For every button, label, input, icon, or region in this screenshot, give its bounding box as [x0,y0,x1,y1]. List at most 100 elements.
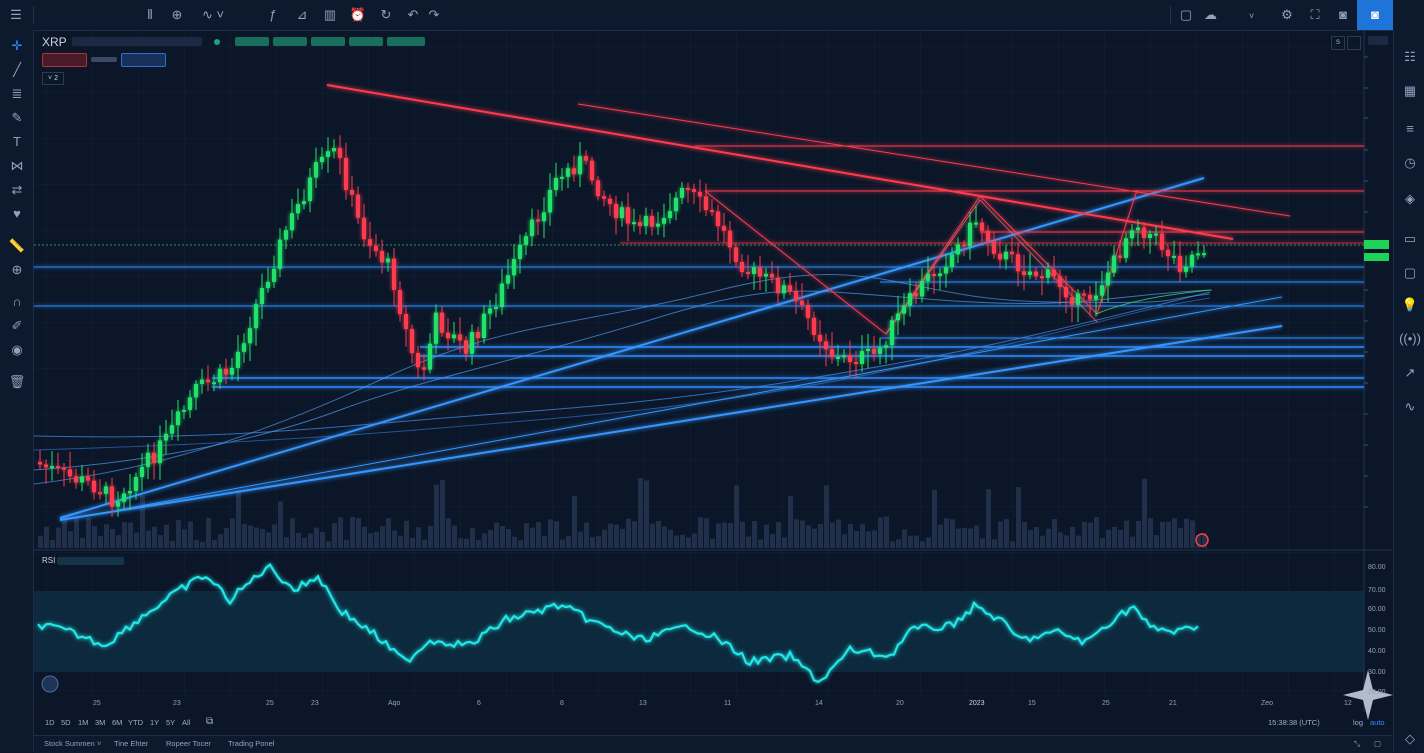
right-panel-toolbar [1393,30,1424,752]
candle-body [962,244,966,247]
tab-time-ether[interactable]: Tine Ehter [114,739,149,748]
zoom-icon[interactable]: ⊕ [11,262,23,277]
range-6m[interactable]: 6M [112,718,123,727]
trash-icon[interactable]: 🗑 [8,374,26,389]
menu-icon[interactable]: ☰ [10,7,22,22]
settings-icon[interactable]: ⚙ [1281,7,1293,22]
range-5y[interactable]: 5Y [166,718,176,727]
replay-icon[interactable]: ↻ [380,7,392,22]
legend-toggle[interactable]: ˅ 2 [42,72,64,85]
range-1m[interactable]: 1M [78,718,89,727]
trendline-icon[interactable]: ╱ [13,62,21,77]
bars-icon[interactable]: ⊿ [296,7,308,22]
volume-bar [830,522,835,548]
scale-mode-button[interactable]: S [1331,36,1345,50]
ohlc-value [273,37,307,46]
redo-icon[interactable]: ↷ [428,7,440,22]
chat-icon[interactable]: ▭ [1403,231,1417,246]
clock-readout[interactable]: 15:38:38 (UTC) [1268,718,1320,727]
heart-icon[interactable]: ♥ [13,206,21,221]
message-icon[interactable]: ▢ [1403,265,1417,280]
indicator-icon[interactable]: ƒ [269,7,277,22]
bulb-icon[interactable]: 💡 [1401,297,1419,312]
candle-body [302,201,306,205]
text-icon[interactable]: T [13,134,21,149]
snapshot-icon[interactable]: ◙ [1357,0,1393,30]
date-range-icon[interactable]: ⧉ [206,716,214,727]
range-ytd[interactable]: YTD [128,718,143,727]
calendar-icon[interactable]: ▦ [1403,83,1417,98]
candle-body [326,151,330,157]
candle-body [338,148,342,158]
camera-icon[interactable]: ◙ [1339,7,1347,22]
volume-bar [650,523,655,548]
forecast-icon[interactable]: ⇄ [11,182,23,197]
fullscreen-icon[interactable]: ⛶ [1310,7,1320,22]
range-all[interactable]: All [182,718,191,727]
range-1y[interactable]: 1Y [150,718,160,727]
volume-bar [86,517,91,548]
tab-stock-summary[interactable]: Stock Summen ˅ [44,739,101,748]
volume-bar [290,518,295,548]
buy-button[interactable] [121,53,166,67]
candle-body [1166,249,1170,257]
crosshair-icon[interactable]: ✛ [11,38,23,53]
candle-body [164,433,168,441]
candle-body [716,211,720,227]
indicator-logo-icon[interactable] [41,675,59,693]
tab-trading-panel[interactable]: Trading Ponel [228,739,275,748]
volume-bar [860,523,865,548]
cloud-icon[interactable]: ☁ ˅ [1204,7,1255,22]
range-5d[interactable]: 5D [61,718,71,727]
rsi-band [34,591,1364,672]
tab-roper-tocer[interactable]: Ropeer Tocer [166,739,211,748]
ideas-icon[interactable]: ◈ [1405,191,1415,206]
history-icon[interactable]: ◷ [1404,155,1416,170]
fib-icon[interactable]: ≣ [11,86,23,101]
pattern-icon[interactable]: ⋈ [10,158,24,173]
brush-icon[interactable]: ✎ [11,110,23,125]
volume-bar [728,523,733,548]
layers-icon[interactable]: ◇ [1405,731,1415,746]
time-axis-label: 6 [477,700,481,707]
sell-button[interactable] [42,53,87,67]
candle-body [620,207,624,219]
add-icon[interactable]: ⊕ [171,7,183,22]
broadcast-icon[interactable]: ((•)) [1399,331,1421,346]
volume-bar [284,537,289,548]
trend-icon[interactable]: ↗ [1404,365,1416,380]
auto-scale-toggle[interactable]: auto [1370,718,1385,727]
volume-bar [962,527,967,548]
watchlist-icon[interactable]: ☷ [1404,49,1416,64]
undo-icon[interactable]: ↶ [407,7,419,22]
layout-icon[interactable]: ▢ [1179,7,1193,22]
ruler-icon[interactable]: 📏 [8,238,26,253]
magnet-icon[interactable]: ∩ [12,294,22,309]
candle-body [218,368,222,383]
wave-icon[interactable]: ∿ [1404,399,1416,414]
range-1d[interactable]: 1D [45,718,55,727]
eye-icon[interactable]: ◉ [11,342,23,357]
volume-bar [464,538,469,548]
alert-marker-icon[interactable] [1195,533,1209,547]
candles-icon[interactable]: ⫴ [147,7,153,22]
symbol-title[interactable]: XRP [42,35,67,49]
lock-icon[interactable]: ✐ [11,318,23,333]
candle-body [188,397,192,410]
range-3m[interactable]: 3M [95,718,106,727]
collapse-panel-icon[interactable]: ⤡ [1354,739,1360,748]
volume-bar [1022,522,1027,548]
area-icon[interactable]: ▥ [323,7,337,22]
line-icon[interactable]: ∿ ˅ [201,7,225,22]
candle-body [1070,297,1074,305]
candle-body [572,168,576,175]
maximize-pane-icon[interactable] [1347,36,1361,50]
log-scale-toggle[interactable]: log [1353,718,1364,727]
list-icon[interactable]: ≡ [1406,121,1414,136]
alert-icon[interactable]: ⏰ [349,7,367,22]
volume-bar [494,522,499,548]
volume-bar [668,529,673,548]
volume-bar [890,541,895,548]
maximize-panel-icon[interactable]: ▢ [1374,739,1382,748]
